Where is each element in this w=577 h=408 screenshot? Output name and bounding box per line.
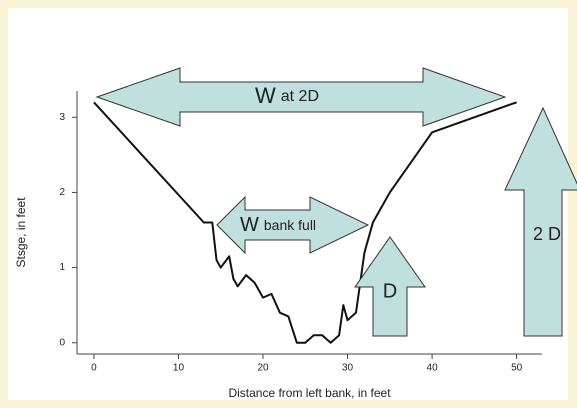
- width-2d-arrow: [95, 67, 507, 127]
- x-axis-label: Distance from left bank, in feet: [228, 386, 391, 400]
- annotation-w: W: [240, 214, 259, 236]
- annotation-w: W: [255, 83, 276, 108]
- x-tick-label: 0: [91, 363, 97, 374]
- x-tick-label: 10: [173, 363, 185, 374]
- bankfull-arrow: [216, 195, 370, 255]
- annotation-d: D: [383, 280, 397, 302]
- x-tick-label: 20: [257, 363, 269, 374]
- axes: 0 10 20 30 40 50 0 1 2 3 Distance from left bank, …: [14, 91, 542, 400]
- y-tick-label: 2: [59, 187, 65, 198]
- annotation-2d: 2 D: [533, 224, 561, 244]
- y-tick-label: 3: [59, 112, 65, 123]
- x-tick-label: 30: [342, 363, 354, 374]
- y-axis-label: Stsge, in feet: [14, 197, 28, 268]
- x-tick-label: 40: [427, 363, 439, 374]
- two-depth-arrow: [504, 106, 577, 337]
- plot-background: [8, 8, 568, 400]
- annotation-bank-full: bank full: [264, 217, 316, 233]
- y-tick-label: 0: [59, 337, 65, 348]
- x-tick-label: 50: [511, 363, 523, 374]
- y-tick-label: 1: [59, 262, 65, 273]
- annotation-at-2d: at 2D: [281, 88, 319, 105]
- depth-arrow: [354, 236, 426, 337]
